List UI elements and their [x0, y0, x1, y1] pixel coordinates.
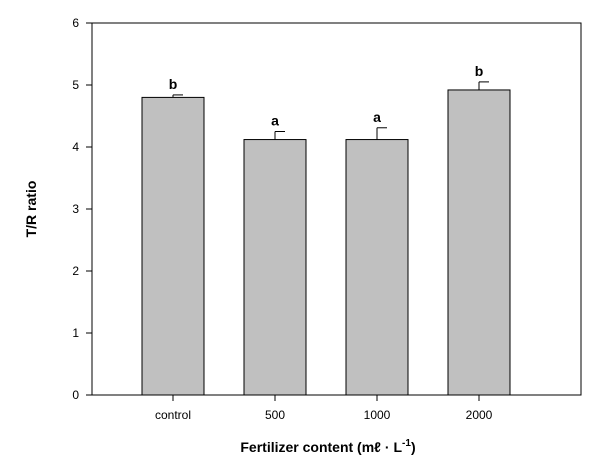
bars: b a a b	[141, 63, 511, 396]
y-tick-label: 0	[72, 388, 79, 402]
x-axis-title-unit: mℓ · L	[362, 439, 403, 455]
y-tick-label: 4	[72, 140, 79, 154]
x-axis-title-close: )	[411, 439, 416, 455]
x-axis-ticks: control 500 1000 2000	[155, 395, 493, 422]
significance-label: a	[373, 109, 381, 125]
x-axis-title: Fertilizer content (mℓ · L-1)	[240, 438, 415, 455]
bar-1000	[345, 139, 409, 396]
x-axis-title-exponent: -1	[402, 438, 411, 449]
y-tick-label: 3	[72, 202, 79, 216]
bar-2000	[447, 89, 511, 396]
significance-label: b	[475, 63, 484, 79]
x-axis-title-main: Fertilizer content (	[240, 439, 362, 455]
x-tick-label: 1000	[364, 408, 391, 422]
x-tick-label: 500	[265, 408, 285, 422]
y-tick-label: 6	[72, 16, 79, 30]
significance-label: b	[169, 76, 178, 92]
y-tick-label: 5	[72, 78, 79, 92]
y-tick-label: 1	[72, 326, 79, 340]
y-axis-ticks: 0 1 2 3 4 5 6	[72, 16, 92, 402]
y-axis-title: T/R ratio	[23, 181, 39, 238]
x-tick-label: 2000	[466, 408, 493, 422]
bar-500	[243, 139, 307, 396]
significance-label: a	[271, 113, 279, 129]
x-tick-label: control	[155, 408, 191, 422]
bar-control	[141, 96, 205, 396]
y-tick-label: 2	[72, 264, 79, 278]
